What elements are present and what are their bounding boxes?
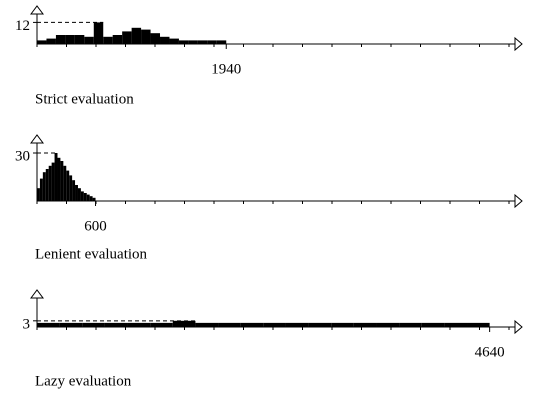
bar bbox=[37, 40, 47, 44]
y-tick-label: 3 bbox=[23, 316, 31, 332]
bar bbox=[467, 322, 490, 327]
bar bbox=[83, 193, 87, 201]
bar bbox=[37, 322, 60, 327]
bar bbox=[82, 322, 105, 327]
bar bbox=[51, 162, 55, 201]
caption: Lazy evaluation bbox=[35, 373, 132, 389]
bar bbox=[195, 322, 219, 327]
bar bbox=[46, 38, 56, 44]
bar bbox=[42, 172, 46, 201]
bar bbox=[112, 35, 123, 44]
bar bbox=[89, 196, 93, 201]
bar bbox=[444, 322, 468, 327]
bar bbox=[353, 322, 377, 327]
bar bbox=[63, 165, 67, 201]
bar bbox=[178, 40, 189, 44]
bar bbox=[66, 170, 70, 201]
bar bbox=[141, 29, 151, 44]
bar bbox=[150, 322, 173, 327]
x-tick-label: 600 bbox=[84, 218, 107, 234]
bar bbox=[263, 322, 286, 327]
bar bbox=[197, 40, 208, 44]
y-axis-arrow bbox=[30, 134, 44, 144]
y-axis-arrow bbox=[30, 5, 44, 15]
bar bbox=[92, 197, 96, 201]
bar bbox=[103, 36, 113, 44]
bar bbox=[55, 35, 66, 44]
bar bbox=[74, 35, 85, 44]
bar bbox=[421, 322, 445, 327]
bar bbox=[218, 322, 241, 327]
bar bbox=[39, 178, 43, 201]
bar bbox=[127, 322, 151, 327]
bar bbox=[93, 22, 104, 44]
bar bbox=[65, 35, 75, 44]
y-tick-label: 12 bbox=[15, 18, 30, 34]
bar bbox=[131, 27, 142, 44]
bar bbox=[331, 322, 354, 327]
bar bbox=[45, 169, 49, 201]
bar bbox=[104, 322, 128, 327]
bar bbox=[80, 191, 84, 201]
bar bbox=[37, 188, 40, 201]
bar bbox=[216, 40, 227, 44]
bar bbox=[75, 185, 78, 201]
bar bbox=[169, 38, 179, 44]
bar bbox=[59, 322, 83, 327]
bar bbox=[60, 161, 64, 201]
bar bbox=[160, 36, 170, 44]
bar bbox=[240, 322, 264, 327]
bar bbox=[172, 320, 196, 327]
bar bbox=[285, 322, 309, 327]
bar bbox=[376, 322, 400, 327]
bar bbox=[54, 153, 58, 201]
bar bbox=[308, 322, 332, 327]
x-axis-arrow bbox=[514, 193, 523, 209]
x-axis-arrow bbox=[514, 36, 523, 52]
bar bbox=[84, 36, 94, 44]
bar bbox=[86, 194, 90, 201]
x-tick-label: 4640 bbox=[475, 344, 505, 360]
y-axis-arrow bbox=[30, 289, 44, 299]
bar bbox=[150, 33, 161, 44]
bar bbox=[48, 165, 52, 201]
x-axis-arrow bbox=[514, 319, 523, 335]
bar bbox=[57, 157, 61, 201]
y-tick-label: 30 bbox=[15, 148, 30, 164]
bar bbox=[69, 175, 73, 201]
bar bbox=[188, 40, 198, 44]
bar bbox=[399, 322, 422, 327]
bar bbox=[122, 31, 132, 44]
caption: Lenient evaluation bbox=[35, 246, 148, 262]
bar bbox=[72, 180, 76, 201]
x-tick-label: 1940 bbox=[211, 61, 241, 77]
bar bbox=[77, 188, 81, 201]
caption: Strict evaluation bbox=[35, 91, 134, 107]
bar bbox=[207, 40, 217, 44]
